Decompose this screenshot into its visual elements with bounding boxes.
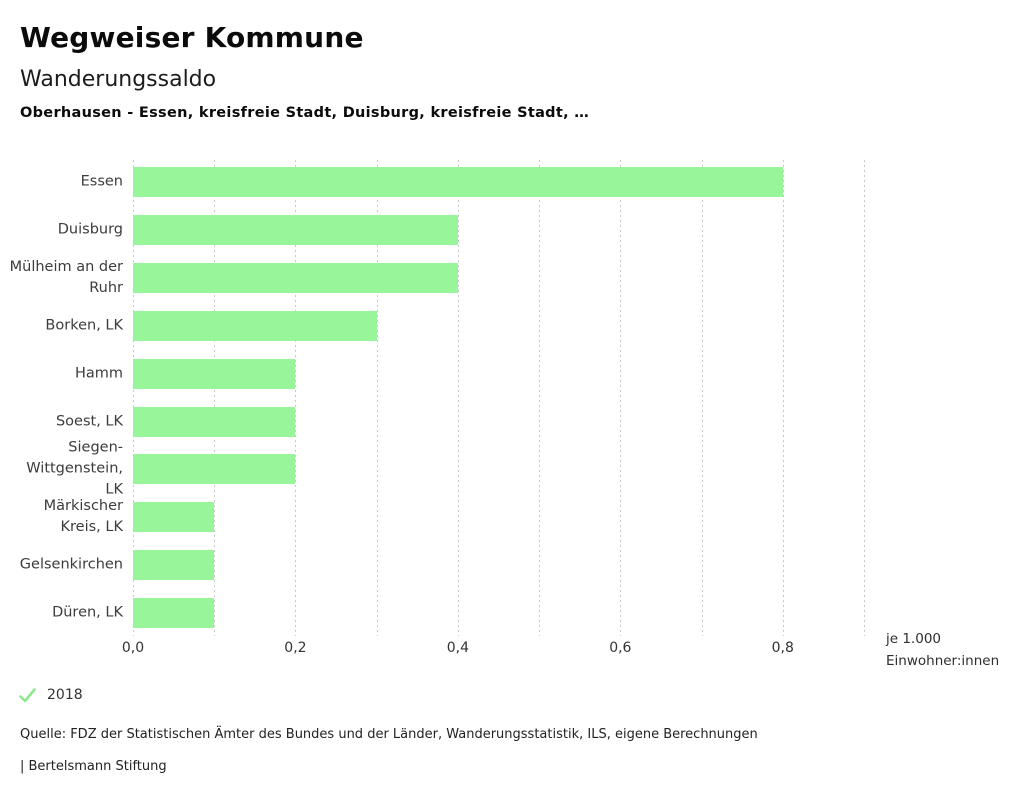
gridline bbox=[539, 160, 541, 636]
x-tick-label: 0,2 bbox=[284, 640, 307, 656]
gridline bbox=[133, 160, 134, 636]
region-selection-line: Oberhausen - Essen, kreisfreie Stadt, Du… bbox=[20, 105, 590, 121]
bar-düren-lk bbox=[133, 598, 215, 628]
category-axis-labels: Essen Duisburg Mülheim an der Ruhr Borken, L… bbox=[0, 158, 123, 636]
gridline bbox=[864, 160, 865, 636]
bar-gelsenkirchen bbox=[133, 550, 215, 580]
category-label: Gelsenkirchen bbox=[19, 556, 123, 573]
bar-märkischer-kreis-lk bbox=[133, 502, 215, 532]
gridline bbox=[782, 160, 784, 636]
gridline bbox=[701, 160, 703, 636]
category-label: Mülheim an der Ruhr bbox=[9, 259, 123, 296]
category-label: Essen bbox=[80, 173, 123, 190]
x-tick-label: 0,0 bbox=[121, 640, 145, 656]
axis-unit-line-2: Einwohner:innen bbox=[886, 652, 1000, 669]
category-label: Duisburg bbox=[57, 221, 123, 238]
legend-year-label: 2018 bbox=[47, 687, 83, 703]
category-label: Märkischer Kreis, LK bbox=[43, 498, 123, 535]
bar-soest-lk bbox=[133, 407, 296, 437]
gridline bbox=[295, 160, 297, 636]
bar-essen bbox=[133, 167, 783, 197]
x-tick-label: 0,6 bbox=[609, 640, 632, 656]
axis-unit-label: je 1.000 Einwohner:innen bbox=[886, 629, 999, 672]
category-label: Soest, LK bbox=[55, 413, 123, 430]
bar-borken-lk bbox=[133, 311, 377, 341]
bar-duisburg bbox=[133, 215, 458, 245]
source-note: Quelle: FDZ der Statistischen Ämter des … bbox=[20, 727, 758, 742]
gridline bbox=[457, 160, 459, 636]
legend: 2018 bbox=[19, 686, 83, 704]
x-tick-label: 0,4 bbox=[446, 640, 470, 656]
category-label: Düren, LK bbox=[52, 604, 123, 621]
category-label: Hamm bbox=[74, 365, 123, 382]
gridline bbox=[214, 160, 216, 636]
bar-siegen-wittgenstein-lk bbox=[133, 454, 296, 484]
category-label: Siegen- Wittgenstein, LK bbox=[26, 439, 123, 498]
checkmark-icon bbox=[19, 687, 36, 702]
gridline bbox=[376, 160, 378, 636]
plot-area bbox=[133, 160, 865, 636]
x-axis-tick-labels: 0,0 0,2 0,4 0,6 0,8 bbox=[122, 640, 864, 660]
bar-hamm bbox=[133, 359, 296, 389]
x-tick-label: 0,8 bbox=[771, 640, 794, 656]
bar-chart: Essen Duisburg Mülheim an der Ruhr Borken, L… bbox=[0, 158, 1024, 656]
page-title: Wegweiser Kommune bbox=[20, 21, 364, 54]
gridline bbox=[620, 160, 622, 636]
brand-note: | Bertelsmann Stiftung bbox=[20, 759, 167, 774]
bar-mülheim-an-der-ruhr bbox=[133, 263, 458, 293]
indicator-title: Wanderungssaldo bbox=[20, 67, 217, 92]
axis-unit-line-1: je 1.000 bbox=[886, 631, 941, 647]
category-label: Borken, LK bbox=[45, 317, 123, 334]
